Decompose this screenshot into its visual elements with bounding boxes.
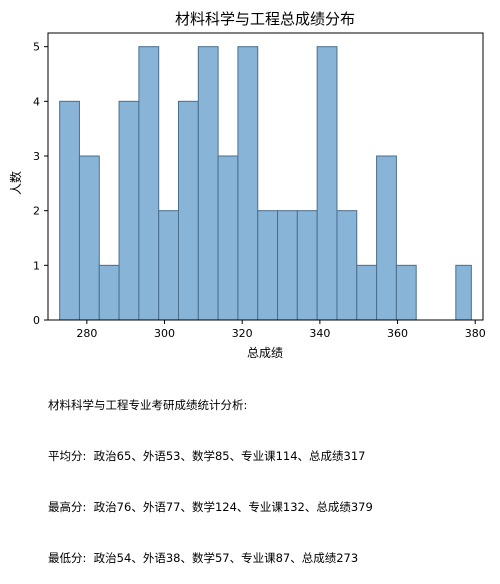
histogram-bar [118,100,140,321]
x-tick-label: 320 [232,327,253,340]
stats-panel: 材料科学与工程专业考研成绩统计分析: 平均分: 政治65、外语53、数学85、专… [48,363,373,584]
x-tick-label: 340 [309,327,330,340]
histogram-bar [316,46,338,321]
y-tick-label: 2 [33,205,40,218]
histogram-bar [296,210,318,321]
histogram-bar [277,210,298,321]
histogram-bar [356,264,378,321]
histogram-bar [158,210,180,321]
histogram-bar [138,46,160,321]
x-ticks: 280 300 320 340 360 380 [76,320,486,340]
chart-title: 材料科学与工程总成绩分布 [175,10,355,28]
histogram-bar [59,100,80,321]
y-ticks: 0 1 2 3 4 5 [33,41,48,327]
x-tick-label: 300 [154,327,175,340]
y-axis-label: 人数 [8,171,23,195]
x-tick-label: 360 [387,327,408,340]
histogram-bar [376,155,397,321]
histogram-bar [78,155,100,321]
histogram-bar [178,100,199,321]
histogram-bar [237,46,259,321]
histogram-bar [395,264,417,321]
y-tick-label: 4 [33,95,40,108]
histogram-bar [257,210,279,321]
y-tick-label: 3 [33,150,40,163]
stats-maximum: 最高分: 政治76、外语77、数学124、专业课132、总成绩379 [48,500,373,514]
x-axis-label: 总成绩 [247,346,283,360]
stats-minimum: 最低分: 政治54、外语38、数学57、专业课87、总成绩273 [48,551,359,565]
x-tick-label: 280 [76,327,97,340]
histogram-bar [217,155,239,321]
histogram-bar [197,46,219,321]
stats-heading: 材料科学与工程专业考研成绩统计分析: [48,398,248,412]
y-tick-label: 1 [33,259,40,272]
stats-average: 平均分: 政治65、外语53、数学85、专业课114、总成绩317 [48,449,366,463]
histogram-bar [98,264,120,321]
bars-group [59,46,472,321]
x-tick-label: 380 [465,327,486,340]
y-tick-label: 0 [33,314,40,327]
y-tick-label: 5 [33,41,40,54]
histogram-bar [455,264,472,321]
histogram-chart: 材料科学与工程总成绩分布 280 300 320 340 360 380 0 1 2 3 4 5 总… [8,10,486,360]
plot-frame [47,32,484,321]
histogram-bar [336,210,358,321]
